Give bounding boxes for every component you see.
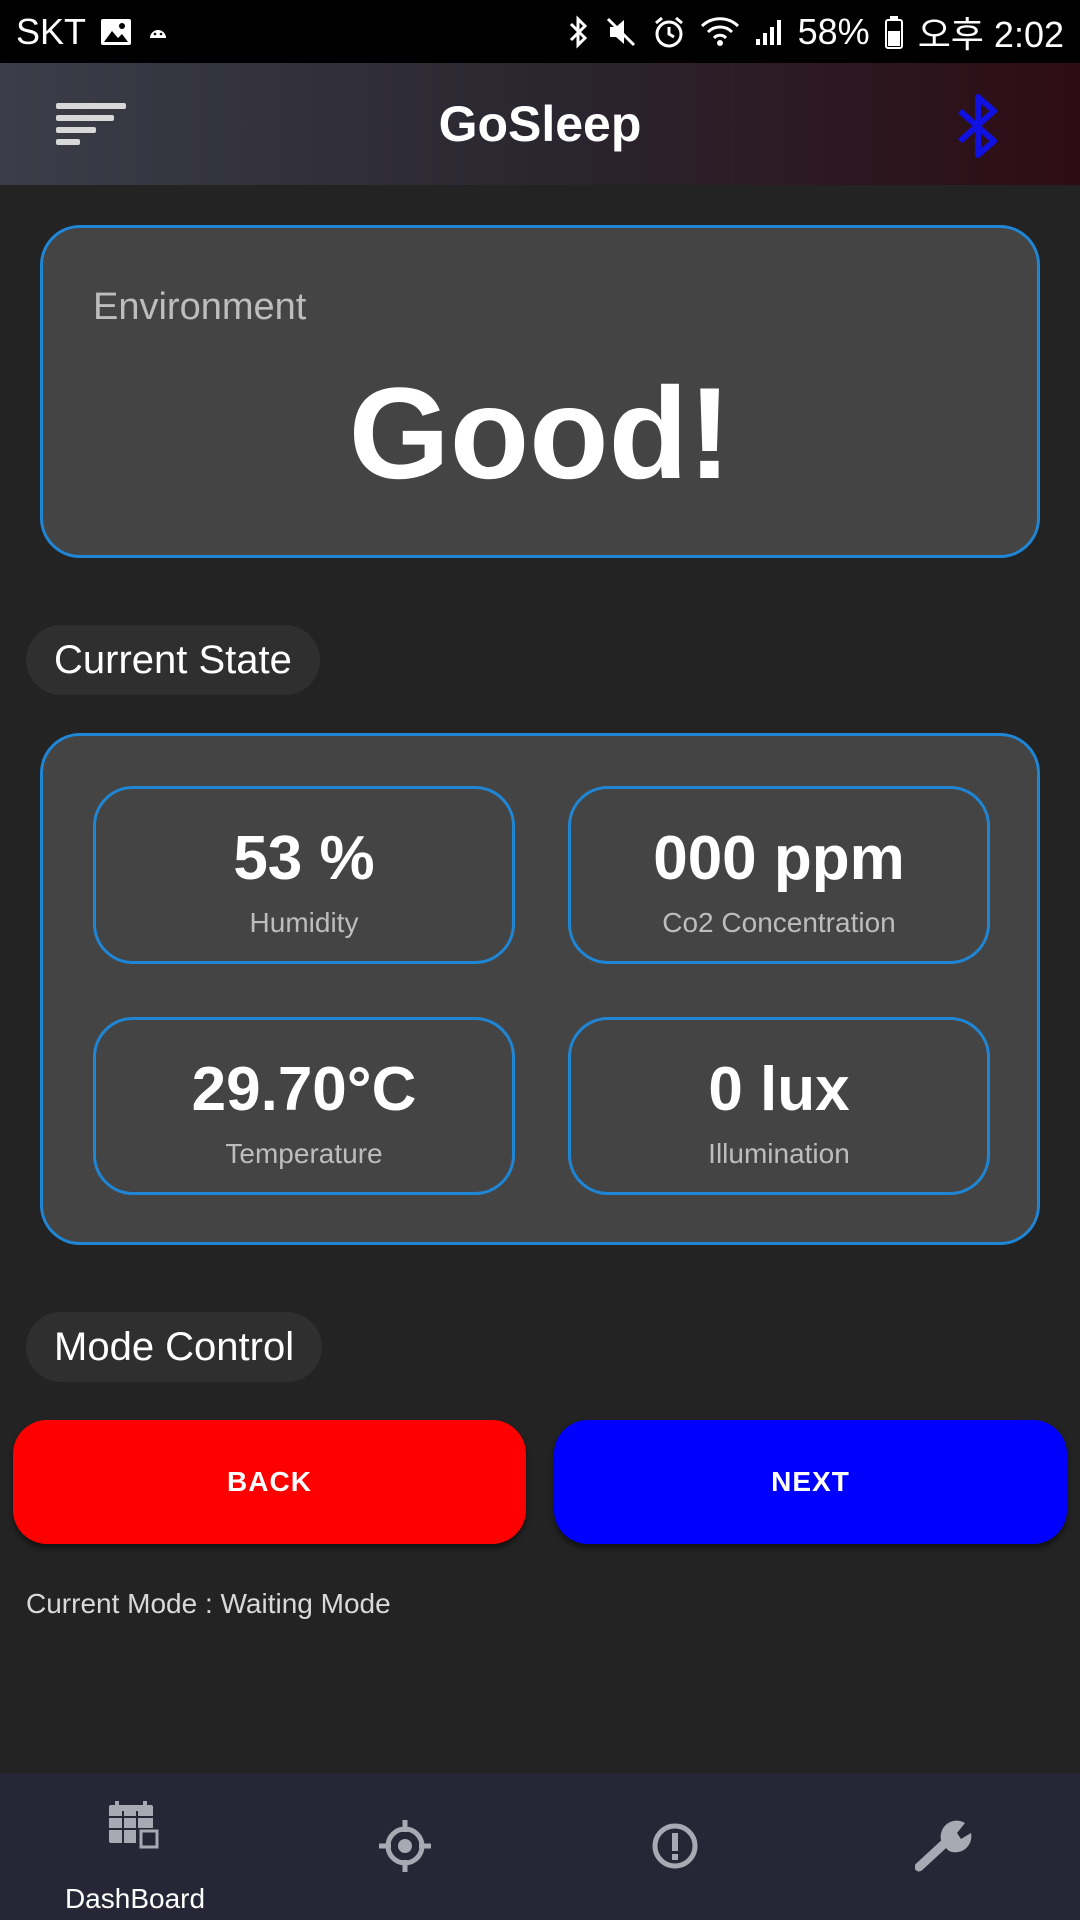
co2-tile: 000 ppm Co2 Concentration [568,786,990,964]
environment-card: Environment Good! [40,225,1040,558]
bluetooth-icon [958,94,997,158]
humidity-tile: 53 % Humidity [93,786,515,964]
app-bar: GoSleep [0,63,1080,185]
menu-icon [56,103,126,145]
nav-info[interactable] [540,1773,810,1920]
status-bar-left: SKT [16,11,170,53]
battery-percent: 58% [797,10,870,52]
status-bar: SKT 58% 오후 2:02 [0,0,1080,63]
signal-icon [754,17,784,47]
current-mode-text: Current Mode : Waiting Mode [26,1588,391,1619]
bottom-navigation: DashBoard [0,1773,1080,1920]
battery-icon [884,15,904,49]
clock: 오후 2:02 [917,13,1064,55]
alarm-icon [652,15,686,49]
co2-value: 000 ppm [653,824,905,893]
environment-label: Environment [93,286,307,328]
humidity-value: 53 % [233,824,375,893]
android-icon [146,22,170,42]
dashboard-icon [109,1801,159,1849]
app-title: GoSleep [438,96,642,152]
illumination-tile: 0 lux Illumination [568,1017,990,1195]
humidity-label: Humidity [249,907,359,938]
temperature-tile: 29.70°C Temperature [93,1017,515,1195]
environment-status: Good! [348,360,732,506]
carrier-label: SKT [16,10,87,52]
nav-dashboard[interactable]: DashBoard [0,1773,270,1920]
bluetooth-button[interactable] [950,91,1006,161]
back-button[interactable]: BACK [13,1420,526,1544]
wifi-icon [700,16,740,48]
nav-settings[interactable] [810,1773,1080,1920]
bluetooth-status-icon [568,14,590,49]
illumination-value: 0 lux [708,1055,850,1124]
crosshair-icon [379,1820,431,1872]
illumination-label: Illumination [708,1138,850,1169]
co2-label: Co2 Concentration [662,907,896,938]
menu-button[interactable] [52,97,132,153]
temperature-label: Temperature [225,1138,383,1169]
mute-icon [604,15,638,49]
info-icon [652,1823,698,1869]
mode-control-heading: Mode Control [26,1312,323,1382]
gallery-icon [100,18,132,46]
current-state-heading: Current State [26,625,320,695]
status-bar-right: 58% 오후 2:02 [568,6,1064,58]
temperature-value: 29.70°C [191,1055,417,1124]
nav-dashboard-label: DashBoard [64,1883,206,1914]
wrench-icon [915,1820,972,1872]
nav-location[interactable] [270,1773,540,1920]
current-state-card: 53 % Humidity 000 ppm Co2 Concentration … [40,733,1040,1245]
next-button[interactable]: NEXT [554,1420,1067,1544]
